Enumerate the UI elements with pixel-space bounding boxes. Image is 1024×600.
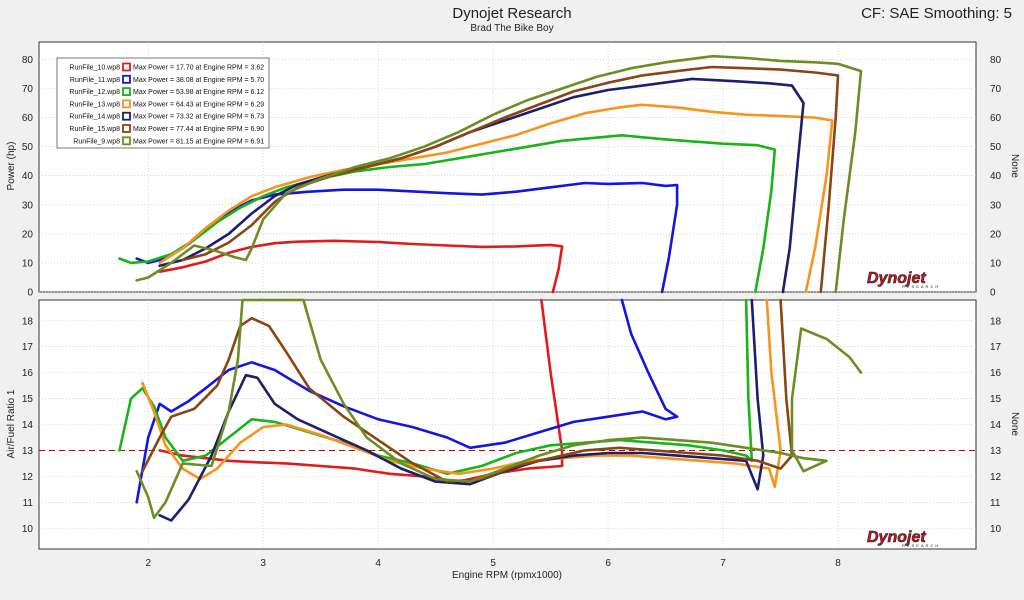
series-line-afr bbox=[158, 298, 564, 483]
y-tick-label-right: 12 bbox=[990, 472, 1002, 483]
x-axis-ticks: 2 3 4 5 6 7 8 bbox=[145, 558, 841, 569]
chart-title: Dynojet Research bbox=[452, 5, 572, 22]
legend-swatch bbox=[122, 87, 131, 96]
y-tick-label: 13 bbox=[22, 446, 34, 457]
legend-entry-name: RunFile_13.wp8 bbox=[69, 101, 120, 108]
y-tick-label-right: 20 bbox=[990, 229, 1002, 240]
legend-entry-summary: Max Power = 77.44 at Engine RPM = 6.90 bbox=[133, 126, 264, 133]
series-line-power bbox=[158, 77, 805, 294]
legend-entry-summary: Max Power = 64.43 at Engine RPM = 6.29 bbox=[133, 101, 264, 108]
y-tick-label-right: 40 bbox=[990, 171, 1002, 182]
afr-y-label: Air/Fuel Ratio 1 bbox=[6, 389, 17, 458]
legend-entry-name: RunFile_11.wp8 bbox=[70, 77, 120, 84]
y-tick-label-right: 15 bbox=[990, 394, 1002, 405]
legend-entry-summary: Max Power = 38.08 at Engine RPM = 5.70 bbox=[133, 77, 264, 84]
x-tick-label: 8 bbox=[835, 558, 841, 569]
legend-swatch bbox=[122, 74, 131, 84]
y-tick-label: 0 bbox=[27, 288, 33, 299]
y-tick-label-right: 13 bbox=[990, 446, 1002, 457]
dynojet-logo-sub: RESEARCH bbox=[902, 284, 940, 289]
x-tick-label: 4 bbox=[375, 558, 381, 569]
y-tick-label-right: 50 bbox=[990, 142, 1002, 153]
y-tick-label-right: 10 bbox=[990, 258, 1002, 269]
series-line-power bbox=[158, 239, 564, 294]
x-tick-label: 5 bbox=[490, 558, 496, 569]
series-line-afr bbox=[141, 298, 782, 489]
y-tick-label-right: 14 bbox=[990, 420, 1002, 431]
legend-entry-summary: Max Power = 17.70 at Engine RPM = 3.62 bbox=[133, 65, 264, 72]
y-tick-label: 12 bbox=[22, 472, 34, 483]
afr-right-label: None bbox=[1009, 412, 1020, 436]
legend-entry-summary: Max Power = 73.32 at Engine RPM = 6.73 bbox=[133, 114, 264, 121]
legend-entry-name: RunFile_10.wp8 bbox=[69, 65, 120, 72]
legend-swatch bbox=[122, 62, 131, 72]
y-tick-label: 20 bbox=[22, 229, 34, 240]
legend-entry-summary: Max Power = 81.15 at Engine RPM = 6.91 bbox=[133, 138, 264, 145]
y-tick-label: 30 bbox=[22, 200, 34, 211]
legend-swatch bbox=[122, 124, 131, 133]
series-line-power bbox=[181, 65, 840, 294]
x-tick-label: 2 bbox=[145, 558, 151, 569]
y-tick-label-right: 11 bbox=[990, 498, 1001, 509]
power-series bbox=[118, 54, 863, 294]
y-tick-label-right: 60 bbox=[990, 113, 1002, 124]
y-tick-label-right: 70 bbox=[990, 84, 1002, 95]
y-tick-label: 14 bbox=[22, 420, 34, 431]
power-y-label: Power (hp) bbox=[6, 142, 17, 191]
legend-entry-summary: Max Power = 53.98 at Engine RPM = 6.12 bbox=[133, 89, 264, 96]
x-tick-label: 6 bbox=[605, 558, 611, 569]
y-tick-label: 17 bbox=[22, 342, 34, 353]
power-axis-ticks: 0 0 10 10 20 20 30 30 40 40 50 50 60 60 70 70 80 80 bbox=[22, 55, 1002, 299]
legend-swatch bbox=[122, 99, 131, 109]
series-line-afr bbox=[135, 298, 679, 504]
series-line-power bbox=[135, 54, 863, 294]
y-tick-label: 15 bbox=[22, 394, 34, 405]
y-tick-label-right: 80 bbox=[990, 55, 1002, 66]
y-tick-label: 50 bbox=[22, 142, 34, 153]
legend-entry-name: RunFile_12.wp8 bbox=[69, 89, 120, 96]
legend-swatch bbox=[122, 111, 131, 121]
legend-entry-name: RunFile_9.wp8 bbox=[73, 138, 120, 145]
y-tick-label-right: 16 bbox=[990, 368, 1002, 379]
afr-axis-ticks: 10 10 11 11 12 12 13 13 14 14 15 15 16 16 17 17 18 18 bbox=[22, 316, 1002, 535]
dynojet-logo-afr: Dynojet bbox=[867, 529, 926, 546]
legend-swatch bbox=[122, 136, 131, 146]
y-tick-label-right: 0 bbox=[990, 288, 996, 299]
legend-entry-name: RunFile_14.wp8 bbox=[69, 114, 120, 121]
x-tick-label: 7 bbox=[720, 558, 726, 569]
series-line-afr bbox=[141, 298, 794, 483]
legend: RunFile_10.wp8 Max Power = 17.70 at Engin… bbox=[56, 57, 270, 149]
y-tick-label: 70 bbox=[22, 84, 34, 95]
dynojet-logo: Dynojet bbox=[867, 270, 926, 287]
y-tick-label: 40 bbox=[22, 171, 34, 182]
y-tick-label-right: 10 bbox=[990, 524, 1002, 535]
legend-entry-name: RunFile_15.wp8 bbox=[69, 126, 120, 133]
x-tick-label: 3 bbox=[260, 558, 266, 569]
afr-series bbox=[118, 298, 863, 522]
series-line-afr bbox=[158, 298, 765, 522]
y-tick-label-right: 18 bbox=[990, 316, 1002, 327]
y-tick-label: 60 bbox=[22, 113, 34, 124]
y-tick-label-right: 17 bbox=[990, 342, 1002, 353]
power-right-label: None bbox=[1009, 154, 1020, 178]
series-line-power bbox=[158, 103, 834, 294]
correction-settings: CF: SAE Smoothing: 5 bbox=[861, 5, 1012, 22]
legend-box bbox=[56, 57, 270, 149]
y-tick-label: 10 bbox=[22, 524, 34, 535]
x-axis-label: Engine RPM (rpmx1000) bbox=[452, 570, 562, 581]
y-tick-label: 18 bbox=[22, 316, 34, 327]
y-tick-label-right: 30 bbox=[990, 200, 1002, 211]
y-tick-label: 80 bbox=[22, 55, 34, 66]
series-line-afr bbox=[135, 298, 863, 520]
y-tick-label: 10 bbox=[22, 258, 34, 269]
dynojet-logo-afr-sub: RESEARCH bbox=[902, 543, 940, 548]
chart-subtitle: Brad The Bike Boy bbox=[470, 23, 554, 34]
y-tick-label: 16 bbox=[22, 368, 34, 379]
y-tick-label: 11 bbox=[23, 498, 34, 509]
